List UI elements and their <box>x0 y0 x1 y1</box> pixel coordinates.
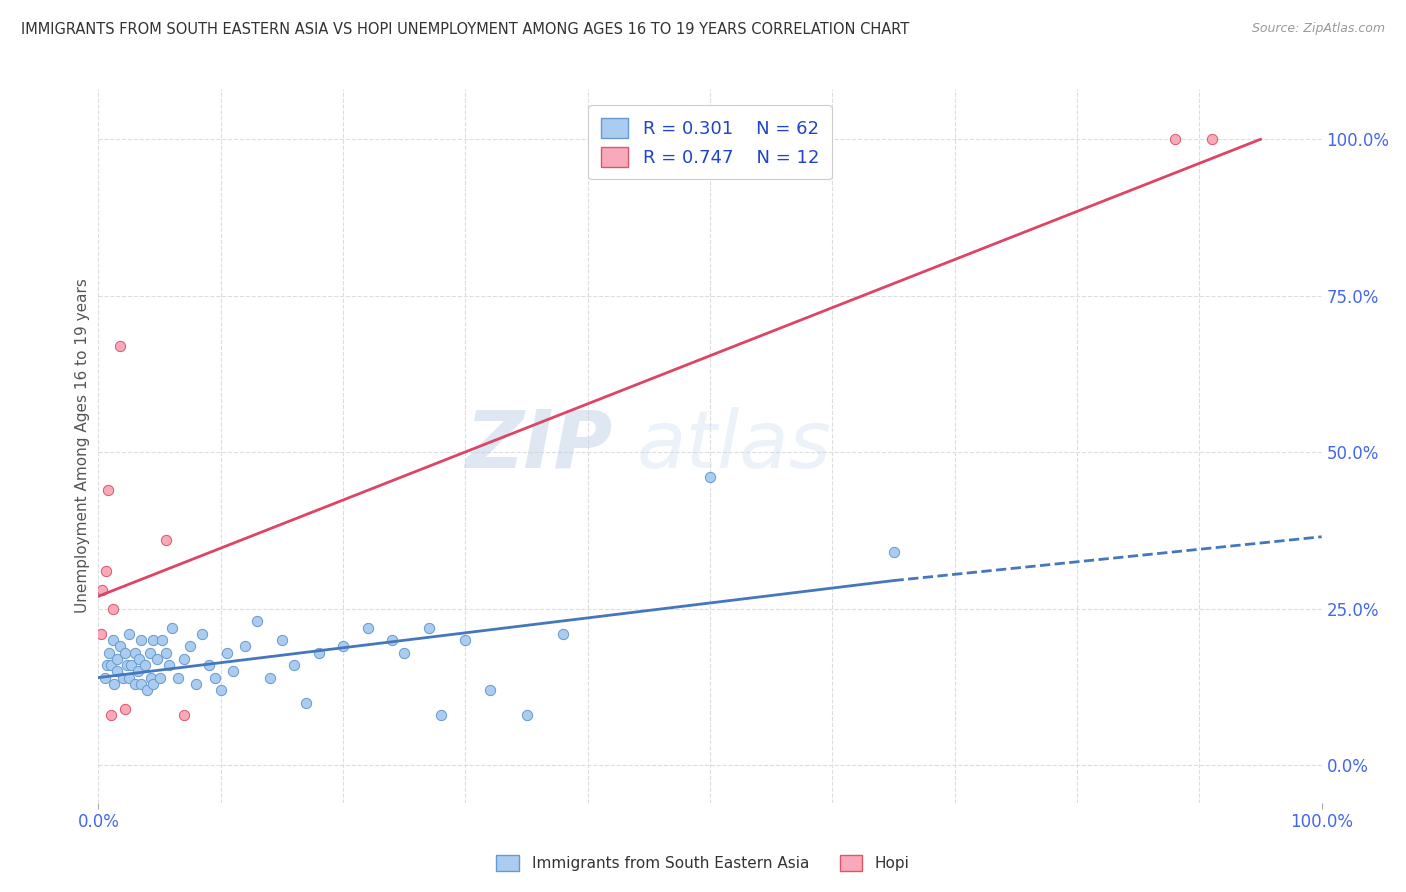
Point <box>233 640 256 654</box>
Point <box>105 665 128 679</box>
Point <box>381 633 404 648</box>
Legend: Immigrants from South Eastern Asia, Hopi: Immigrants from South Eastern Asia, Hopi <box>491 849 915 877</box>
Point <box>270 633 294 648</box>
Legend: R = 0.301    N = 62, R = 0.747    N = 12: R = 0.301 N = 62, R = 0.747 N = 12 <box>589 105 831 179</box>
Point <box>129 633 152 648</box>
Point <box>136 683 159 698</box>
Point <box>204 671 226 685</box>
Point <box>186 677 208 691</box>
Point <box>430 708 453 723</box>
Point <box>118 671 141 685</box>
Point <box>124 677 146 691</box>
Point <box>173 708 195 723</box>
Point <box>155 646 177 660</box>
Point <box>103 677 125 691</box>
Point <box>392 646 416 660</box>
Point <box>100 658 122 673</box>
Point <box>97 483 120 497</box>
Point <box>124 646 146 660</box>
Point <box>105 652 128 666</box>
Point <box>332 640 354 654</box>
Point <box>160 621 183 635</box>
Point <box>96 658 118 673</box>
Point <box>1201 132 1223 146</box>
Point <box>94 564 117 578</box>
Point <box>418 621 440 635</box>
Point <box>149 671 172 685</box>
Point <box>191 627 214 641</box>
Text: Source: ZipAtlas.com: Source: ZipAtlas.com <box>1251 22 1385 36</box>
Point <box>129 677 152 691</box>
Point <box>111 671 134 685</box>
Y-axis label: Unemployment Among Ages 16 to 19 years: Unemployment Among Ages 16 to 19 years <box>75 278 90 614</box>
Point <box>110 339 132 353</box>
Point <box>699 470 721 484</box>
Point <box>173 652 195 666</box>
Point <box>115 658 138 673</box>
Point <box>110 640 132 654</box>
Text: ZIP: ZIP <box>465 407 612 485</box>
Point <box>155 533 177 547</box>
Point <box>259 671 281 685</box>
Point <box>98 646 121 660</box>
Point <box>157 658 180 673</box>
Point <box>90 627 112 641</box>
Point <box>134 658 156 673</box>
Point <box>308 646 330 660</box>
Point <box>215 646 238 660</box>
Point <box>179 640 201 654</box>
Point <box>553 627 575 641</box>
Text: IMMIGRANTS FROM SOUTH EASTERN ASIA VS HOPI UNEMPLOYMENT AMONG AGES 16 TO 19 YEAR: IMMIGRANTS FROM SOUTH EASTERN ASIA VS HO… <box>21 22 910 37</box>
Point <box>127 665 149 679</box>
Point <box>356 621 378 635</box>
Point <box>197 658 219 673</box>
Point <box>209 683 232 698</box>
Text: atlas: atlas <box>637 407 831 485</box>
Point <box>1164 132 1187 146</box>
Point <box>146 652 169 666</box>
Point <box>91 582 114 597</box>
Point <box>120 658 142 673</box>
Point <box>515 708 537 723</box>
Point <box>139 646 162 660</box>
Point <box>478 683 501 698</box>
Point <box>246 614 269 628</box>
Point <box>222 665 245 679</box>
Point <box>101 601 124 615</box>
Point <box>101 633 124 648</box>
Point <box>128 652 150 666</box>
Point <box>114 702 136 716</box>
Point <box>139 671 162 685</box>
Point <box>100 708 122 723</box>
Point <box>295 696 318 710</box>
Point <box>283 658 305 673</box>
Point <box>93 671 115 685</box>
Point <box>142 633 165 648</box>
Point <box>454 633 477 648</box>
Point <box>142 677 165 691</box>
Point <box>883 545 905 559</box>
Point <box>167 671 190 685</box>
Point <box>118 627 141 641</box>
Point <box>150 633 173 648</box>
Point <box>114 646 136 660</box>
